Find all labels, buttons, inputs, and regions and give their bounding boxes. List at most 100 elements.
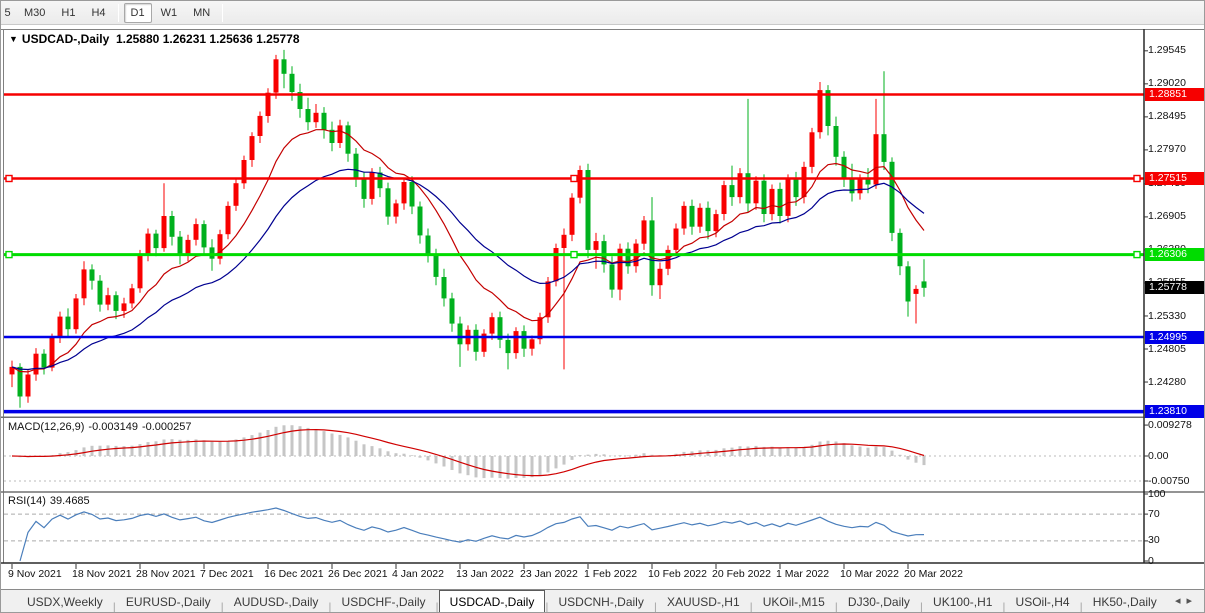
symbol-tab-eurusd[interactable]: EURUSD-,Daily: [125, 595, 211, 609]
rsi-axis-label: 0: [1148, 554, 1154, 567]
toolbar-separator: [117, 3, 119, 22]
rsi-value: 39.4685: [49, 495, 90, 507]
chart-canvas[interactable]: [1, 25, 1205, 589]
timeframe-button-h1[interactable]: H1: [61, 6, 76, 19]
rsi-panel: [4, 507, 1144, 562]
ohlc-close: 1.25778: [256, 32, 300, 46]
collapse-triangle-icon[interactable]: ▼: [9, 34, 18, 44]
rsi-axis-label: 30: [1148, 534, 1160, 547]
symbol-tab-xauusd[interactable]: XAUUSD-,H1: [666, 595, 740, 609]
chart-title: ▼ USDCAD-,Daily 1.25880 1.26231 1.25636 1…: [9, 32, 300, 46]
horizontal-level-lines[interactable]: [4, 93, 1144, 414]
macd-axis-label: 0.00: [1148, 449, 1169, 462]
slow-ma: [11, 168, 925, 371]
macd-main-value: -0.003149: [88, 421, 138, 433]
tab-scroll-right-icon[interactable]: ▸: [1186, 595, 1198, 607]
date-axis-label: 16 Dec 2021: [264, 568, 324, 580]
price-axis-label: 1.27970: [1148, 143, 1186, 156]
macd-axis-label: 0.009278: [1148, 418, 1192, 431]
date-axis-label: 1 Feb 2022: [584, 568, 638, 580]
support-3-price-tag: 1.23810: [1145, 405, 1204, 419]
tab-separator: |: [653, 600, 657, 613]
resistance-1-price-tag: 1.28851: [1145, 88, 1204, 101]
symbol-tab-usoil[interactable]: USOil-,H4: [1015, 595, 1070, 609]
tab-separator: |: [1002, 600, 1006, 613]
support-1-handle[interactable]: [5, 250, 13, 259]
tab-scroll-left-icon[interactable]: ◂: [1174, 595, 1187, 607]
candlestick-series: [9, 49, 927, 408]
support-1-price-tag: 1.26306: [1145, 248, 1204, 262]
rsi-indicator-label: RSI(14) 39.4685: [8, 495, 90, 507]
date-axis-label: 10 Feb 2022: [648, 568, 707, 580]
rsi-axis-label: 100: [1148, 487, 1166, 500]
symbol-period-label: USDCAD-,Daily: [21, 32, 110, 46]
tab-separator: |: [834, 600, 838, 613]
chart-window: ▼ USDCAD-,Daily 1.25880 1.26231 1.25636 1…: [1, 25, 1205, 589]
resistance-2-handle[interactable]: [5, 174, 13, 183]
tab-separator: |: [749, 600, 753, 613]
symbol-tab-dj30[interactable]: DJ30-,Daily: [847, 595, 910, 609]
timeframe-button-m30[interactable]: M30: [24, 6, 46, 19]
symbol-tab-audusd[interactable]: AUDUSD-,Daily: [233, 595, 319, 609]
axes-and-borders: [1, 29, 1204, 569]
symbol-tab-usdx[interactable]: USDX,Weekly: [27, 595, 103, 609]
symbol-tab-uk100[interactable]: UK100-,H1: [933, 595, 993, 609]
timeframe-button-mn[interactable]: MN: [193, 6, 211, 19]
ohlc-low: 1.25636: [209, 32, 253, 46]
ohlc-high: 1.26231: [162, 32, 207, 46]
rsi-axis-label: 70: [1148, 507, 1160, 520]
date-axis-label: 26 Dec 2021: [328, 568, 388, 580]
price-axis-label: 1.26905: [1148, 210, 1186, 223]
tab-separator: |: [112, 600, 116, 613]
tab-separator: |: [545, 600, 549, 613]
date-axis-label: 1 Mar 2022: [776, 568, 830, 580]
price-axis-label: 1.29020: [1148, 77, 1186, 90]
macd-axis-label: -0.00750: [1148, 474, 1190, 487]
date-axis-label: 28 Nov 2021: [136, 568, 196, 580]
ohlc-open: 1.25880: [115, 32, 160, 46]
timeframe-button-5[interactable]: 5: [4, 6, 11, 19]
date-axis-label: 23 Jan 2022: [520, 568, 578, 580]
symbol-tab-usdcad[interactable]: USDCAD-,Daily: [438, 590, 546, 612]
tab-separator: |: [919, 600, 924, 613]
price-axis-label: 1.25330: [1148, 309, 1186, 322]
support-2-price-tag: 1.24995: [1145, 330, 1204, 344]
support-1-handle[interactable]: [1133, 250, 1141, 259]
resistance-2-handle[interactable]: [570, 174, 578, 183]
symbol-tab-usdcnh[interactable]: USDCNH-,Daily: [558, 595, 644, 609]
date-axis-label: 18 Nov 2021: [72, 568, 132, 580]
moving-average-lines: [11, 129, 925, 373]
symbol-tab-ukoil[interactable]: UKOil-,M15: [762, 595, 825, 609]
price-axis-label: 1.29545: [1148, 44, 1186, 57]
rsi-line: [19, 507, 925, 562]
current-price-tag: 1.25778: [1145, 281, 1204, 295]
resistance-2-handle[interactable]: [1133, 174, 1141, 183]
symbol-tab-hk50[interactable]: HK50-,Daily: [1092, 595, 1157, 609]
date-axis-label: 10 Mar 2022: [840, 568, 899, 580]
macd-signal-value: -0.000257: [141, 421, 192, 433]
timeframe-toolbar: 5 M30 H1 H4 D1 W1 MN: [1, 1, 1204, 25]
macd-indicator-label: MACD(12,26,9) -0.003149 -0.000257: [8, 421, 192, 433]
price-axis-label: 1.24280: [1148, 375, 1186, 388]
date-axis-label: 7 Dec 2021: [200, 568, 254, 580]
date-axis-label: 9 Nov 2021: [8, 568, 62, 580]
support-1-handle[interactable]: [570, 250, 578, 259]
tab-separator: |: [1079, 600, 1083, 613]
date-axis-label: 13 Jan 2022: [456, 568, 514, 580]
macd-panel: [4, 425, 1144, 482]
price-axis-label: 1.28495: [1148, 110, 1186, 123]
fast-ma: [11, 129, 925, 373]
date-axis-label: 20 Feb 2022: [712, 568, 771, 580]
resistance-2-price-tag: 1.27515: [1145, 172, 1204, 185]
date-axis-label: 20 Mar 2022: [904, 568, 963, 580]
tab-separator: |: [435, 600, 439, 613]
timeframe-button-h4[interactable]: H4: [91, 6, 106, 19]
price-axis-label: 1.24805: [1148, 342, 1186, 355]
symbol-tab-bar: USDX,Weekly | EURUSD-,Daily | AUDUSD-,Daily |…: [1, 589, 1204, 613]
timeframe-button-d1[interactable]: D1: [123, 2, 152, 23]
timeframe-button-w1[interactable]: W1: [160, 6, 178, 19]
tab-separator: |: [220, 600, 224, 613]
tab-scroll-arrows: ◂▸: [1175, 594, 1198, 607]
symbol-tab-usdchf[interactable]: USDCHF-,Daily: [341, 595, 426, 609]
